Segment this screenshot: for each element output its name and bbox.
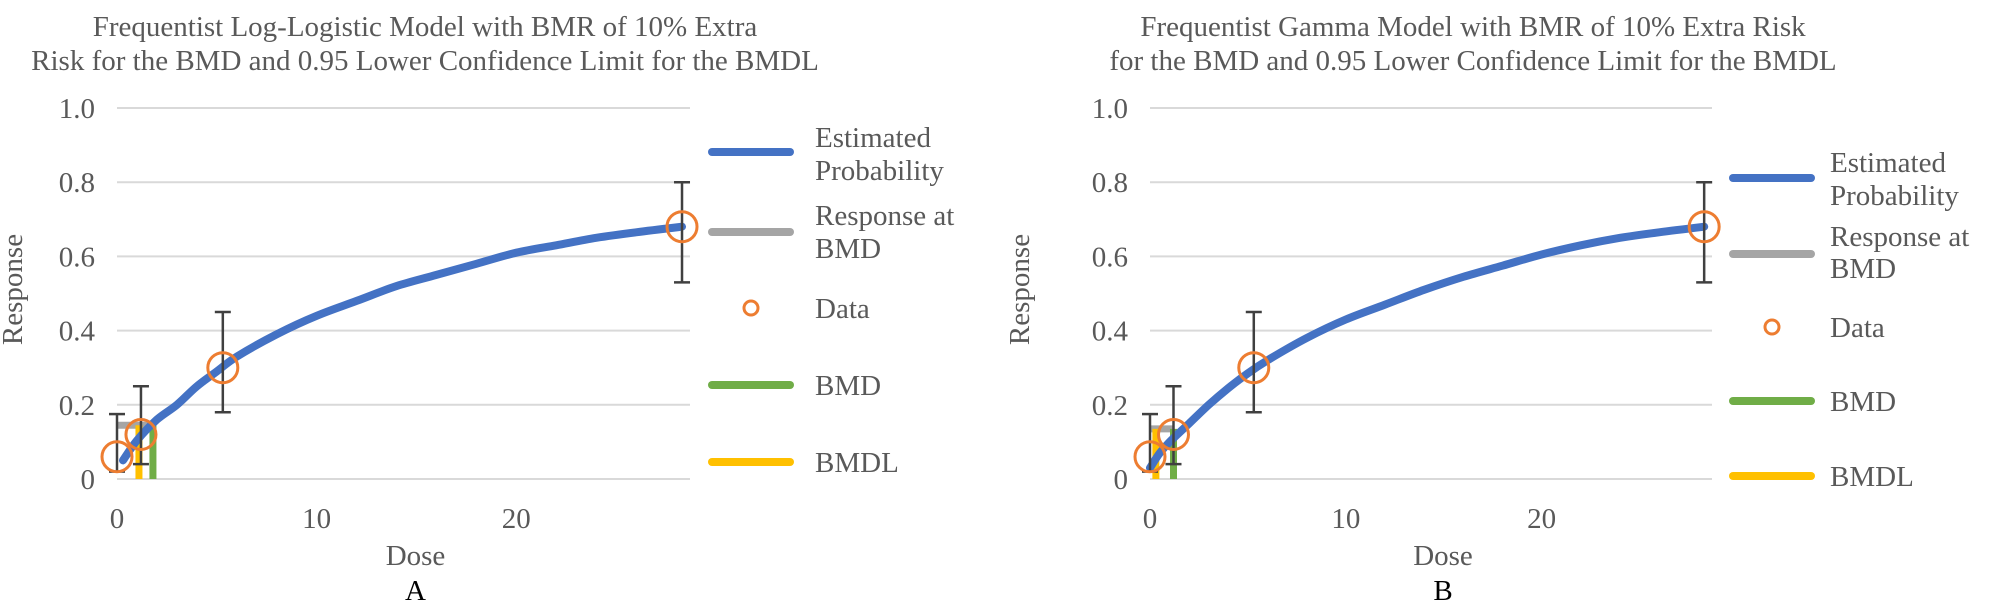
data-point	[1237, 351, 1271, 385]
legend-label-response-at-bmd: BMD	[1830, 253, 1896, 285]
y-tick-label: 0.8	[59, 167, 95, 199]
y-tick-label: 0	[1114, 464, 1129, 496]
legend-label-bmd: BMD	[815, 370, 881, 402]
chart-title-line-1: Frequentist Log-Logistic Model with BMR …	[93, 11, 758, 43]
legend-label-response-at-bmd: BMD	[815, 233, 881, 265]
y-axis-title: Response	[0, 234, 29, 345]
x-tick-label: 0	[1143, 503, 1158, 535]
y-tick-label: 0.2	[1092, 390, 1128, 422]
legend-label-bmdl: BMDL	[1830, 461, 1914, 493]
data-point	[124, 417, 158, 451]
y-tick-label: 0.2	[59, 390, 95, 422]
chart-title-line-1: Frequentist Gamma Model with BMR of 10% …	[1140, 11, 1806, 43]
chart-title-line-2: for the BMD and 0.95 Lower Confidence Li…	[1109, 45, 1836, 77]
x-tick-label: 20	[502, 503, 531, 535]
data-point	[1156, 417, 1190, 451]
data-point	[206, 351, 240, 385]
estimated-probability-curve	[119, 222, 686, 465]
y-tick-label: 1.0	[1092, 93, 1128, 125]
legend-label-bmdl: BMDL	[815, 447, 899, 479]
legend-label-data: Data	[1830, 312, 1885, 344]
legend-label-estimated-probability: Estimated	[1830, 147, 1946, 179]
x-tick-label: 10	[302, 503, 331, 535]
chart-title-line-2: Risk for the BMD and 0.95 Lower Confiden…	[31, 45, 819, 77]
x-tick-label: 20	[1527, 503, 1556, 535]
x-axis-title: Dose	[1413, 540, 1473, 572]
data-point	[1687, 210, 1721, 244]
legend-swatch-data	[1763, 318, 1781, 336]
y-tick-label: 0.6	[1092, 241, 1128, 273]
y-tick-label: 0.8	[1092, 167, 1128, 199]
y-axis-title: Response	[1004, 234, 1036, 345]
chart-svg-a: Frequentist Log-Logistic Model with BMR …	[0, 11, 954, 607]
y-tick-label: 0.6	[59, 241, 95, 273]
x-tick-label: 0	[110, 503, 125, 535]
legend-label-estimated-probability: Probability	[1830, 180, 1959, 212]
x-axis-title: Dose	[386, 540, 446, 572]
data-point	[665, 210, 699, 244]
y-tick-label: 0.4	[1092, 316, 1129, 348]
data-point	[100, 440, 134, 474]
y-tick-label: 1.0	[59, 93, 95, 125]
legend-swatch-data	[742, 299, 760, 317]
chart-panel-a: Frequentist Log-Logistic Model with BMR …	[0, 11, 954, 607]
legend-label-estimated-probability: Estimated	[815, 122, 931, 154]
chart-svg-b: Frequentist Gamma Model with BMR of 10% …	[1004, 11, 1969, 607]
legend-label-data: Data	[815, 293, 870, 325]
panel-label: A	[405, 575, 426, 607]
legend-label-response-at-bmd: Response at	[1830, 221, 1969, 253]
x-tick-label: 10	[1331, 503, 1360, 535]
legend-label-estimated-probability: Probability	[815, 155, 944, 187]
legend-label-bmd: BMD	[1830, 386, 1896, 418]
panel-label: B	[1433, 575, 1452, 607]
estimated-probability-curve	[1146, 222, 1709, 472]
y-tick-label: 0	[81, 464, 96, 496]
data-point	[1133, 440, 1167, 474]
legend-label-response-at-bmd: Response at	[815, 200, 954, 232]
chart-panel-b: Frequentist Gamma Model with BMR of 10% …	[995, 0, 1989, 615]
y-tick-label: 0.4	[59, 316, 96, 348]
